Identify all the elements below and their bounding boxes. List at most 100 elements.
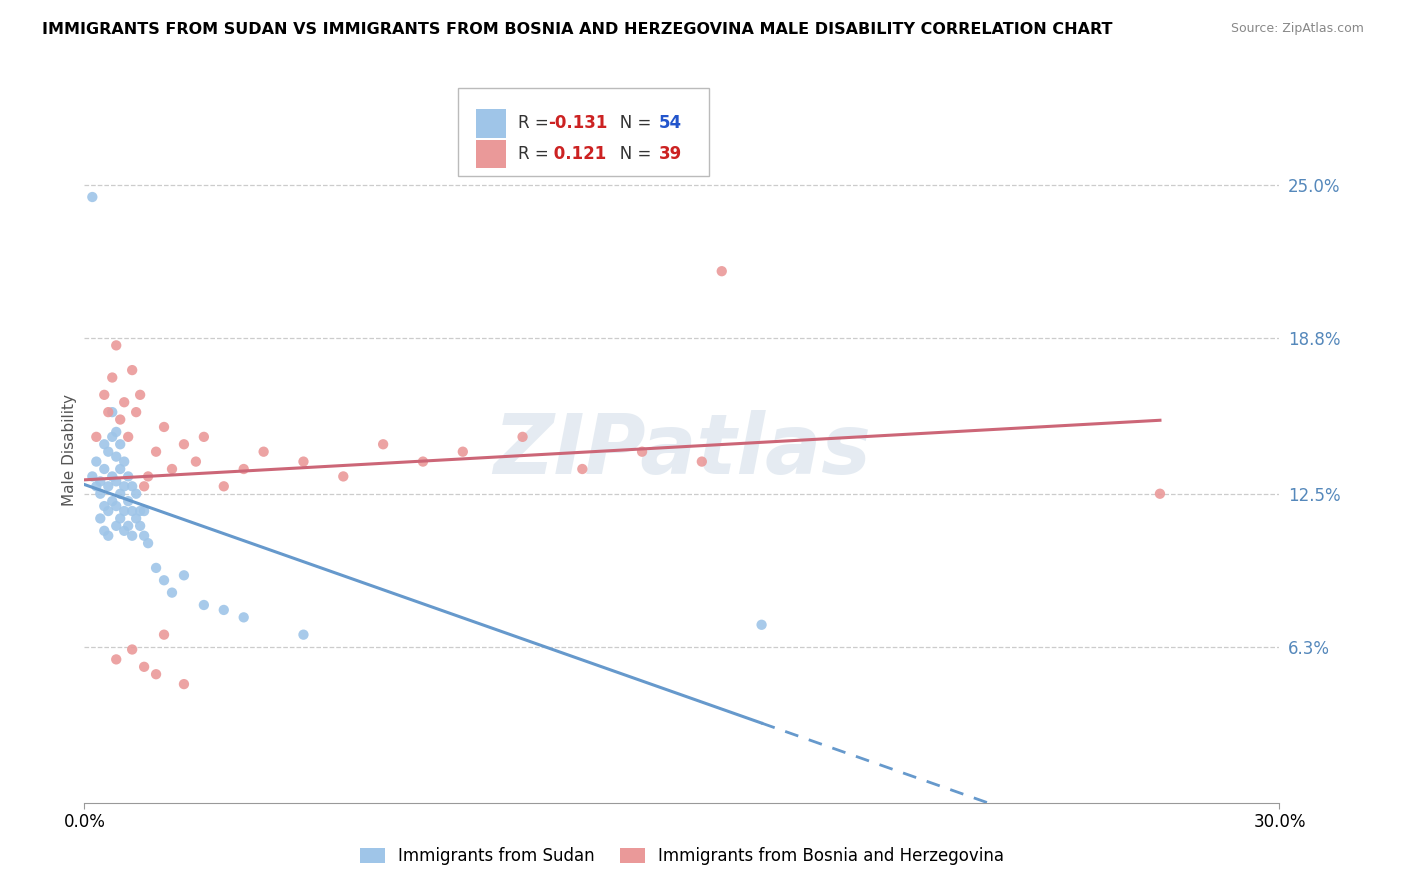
Point — [160, 585, 183, 599]
Point — [373, 437, 395, 451]
Point — [212, 603, 235, 617]
Point — [101, 494, 124, 508]
Point — [110, 412, 132, 426]
FancyBboxPatch shape — [458, 87, 710, 176]
Point — [101, 469, 124, 483]
Point — [232, 462, 254, 476]
Text: R =: R = — [519, 114, 554, 133]
Y-axis label: Male Disability: Male Disability — [62, 394, 77, 507]
Point — [153, 574, 176, 588]
Point — [117, 430, 139, 444]
Text: N =: N = — [605, 145, 657, 163]
Point — [105, 338, 128, 352]
Point — [751, 617, 773, 632]
Point — [110, 462, 132, 476]
Point — [212, 479, 235, 493]
Text: 39: 39 — [659, 145, 682, 163]
Point — [232, 610, 254, 624]
Text: 0.121: 0.121 — [548, 145, 606, 163]
Legend: Immigrants from Sudan, Immigrants from Bosnia and Herzegovina: Immigrants from Sudan, Immigrants from B… — [353, 840, 1011, 872]
Point — [97, 479, 120, 493]
Point — [105, 499, 128, 513]
Point — [1149, 487, 1171, 501]
Point — [125, 487, 148, 501]
Point — [710, 264, 733, 278]
Point — [193, 598, 215, 612]
Point — [173, 568, 195, 582]
Point — [132, 479, 156, 493]
Point — [129, 519, 152, 533]
Point — [101, 430, 124, 444]
Point — [121, 642, 143, 657]
Point — [82, 469, 104, 483]
Point — [153, 420, 176, 434]
Point — [112, 395, 135, 409]
Point — [412, 454, 434, 468]
Point — [121, 363, 143, 377]
Point — [451, 444, 474, 458]
Point — [145, 667, 167, 681]
Point — [117, 519, 139, 533]
Point — [89, 475, 111, 489]
Point — [112, 504, 135, 518]
Text: ZIPatlas: ZIPatlas — [494, 410, 870, 491]
Point — [132, 504, 156, 518]
Point — [112, 454, 135, 468]
Point — [160, 462, 183, 476]
Point — [292, 628, 315, 642]
Point — [129, 388, 152, 402]
Point — [121, 529, 143, 543]
Point — [93, 462, 115, 476]
Point — [93, 524, 115, 538]
Point — [631, 444, 654, 458]
Point — [89, 487, 111, 501]
Point — [117, 469, 139, 483]
Point — [112, 524, 135, 538]
Point — [145, 561, 167, 575]
Point — [105, 475, 128, 489]
Point — [153, 628, 176, 642]
Point — [132, 660, 156, 674]
Text: -0.131: -0.131 — [548, 114, 607, 133]
Point — [97, 504, 120, 518]
Point — [125, 405, 148, 419]
Point — [112, 479, 135, 493]
Point — [86, 479, 108, 493]
Point — [86, 454, 108, 468]
Point — [145, 444, 167, 458]
Point — [89, 511, 111, 525]
Point — [97, 444, 120, 458]
Point — [101, 370, 124, 384]
Point — [97, 405, 120, 419]
Point — [292, 454, 315, 468]
Point — [136, 469, 159, 483]
Point — [105, 519, 128, 533]
Point — [136, 536, 159, 550]
Point — [93, 499, 115, 513]
Point — [105, 652, 128, 666]
Point — [173, 437, 195, 451]
Point — [690, 454, 713, 468]
Point — [101, 405, 124, 419]
FancyBboxPatch shape — [477, 140, 506, 169]
Text: 54: 54 — [659, 114, 682, 133]
Text: Source: ZipAtlas.com: Source: ZipAtlas.com — [1230, 22, 1364, 36]
Point — [512, 430, 534, 444]
Point — [105, 425, 128, 439]
Text: N =: N = — [605, 114, 657, 133]
Text: R =: R = — [519, 145, 554, 163]
Point — [253, 444, 276, 458]
Point — [132, 529, 156, 543]
Point — [184, 454, 207, 468]
Point — [193, 430, 215, 444]
Point — [117, 494, 139, 508]
Point — [110, 437, 132, 451]
Point — [110, 511, 132, 525]
Point — [110, 487, 132, 501]
Point — [97, 529, 120, 543]
Text: IMMIGRANTS FROM SUDAN VS IMMIGRANTS FROM BOSNIA AND HERZEGOVINA MALE DISABILITY : IMMIGRANTS FROM SUDAN VS IMMIGRANTS FROM… — [42, 22, 1112, 37]
Point — [86, 430, 108, 444]
Point — [121, 479, 143, 493]
Point — [125, 511, 148, 525]
Point — [82, 190, 104, 204]
